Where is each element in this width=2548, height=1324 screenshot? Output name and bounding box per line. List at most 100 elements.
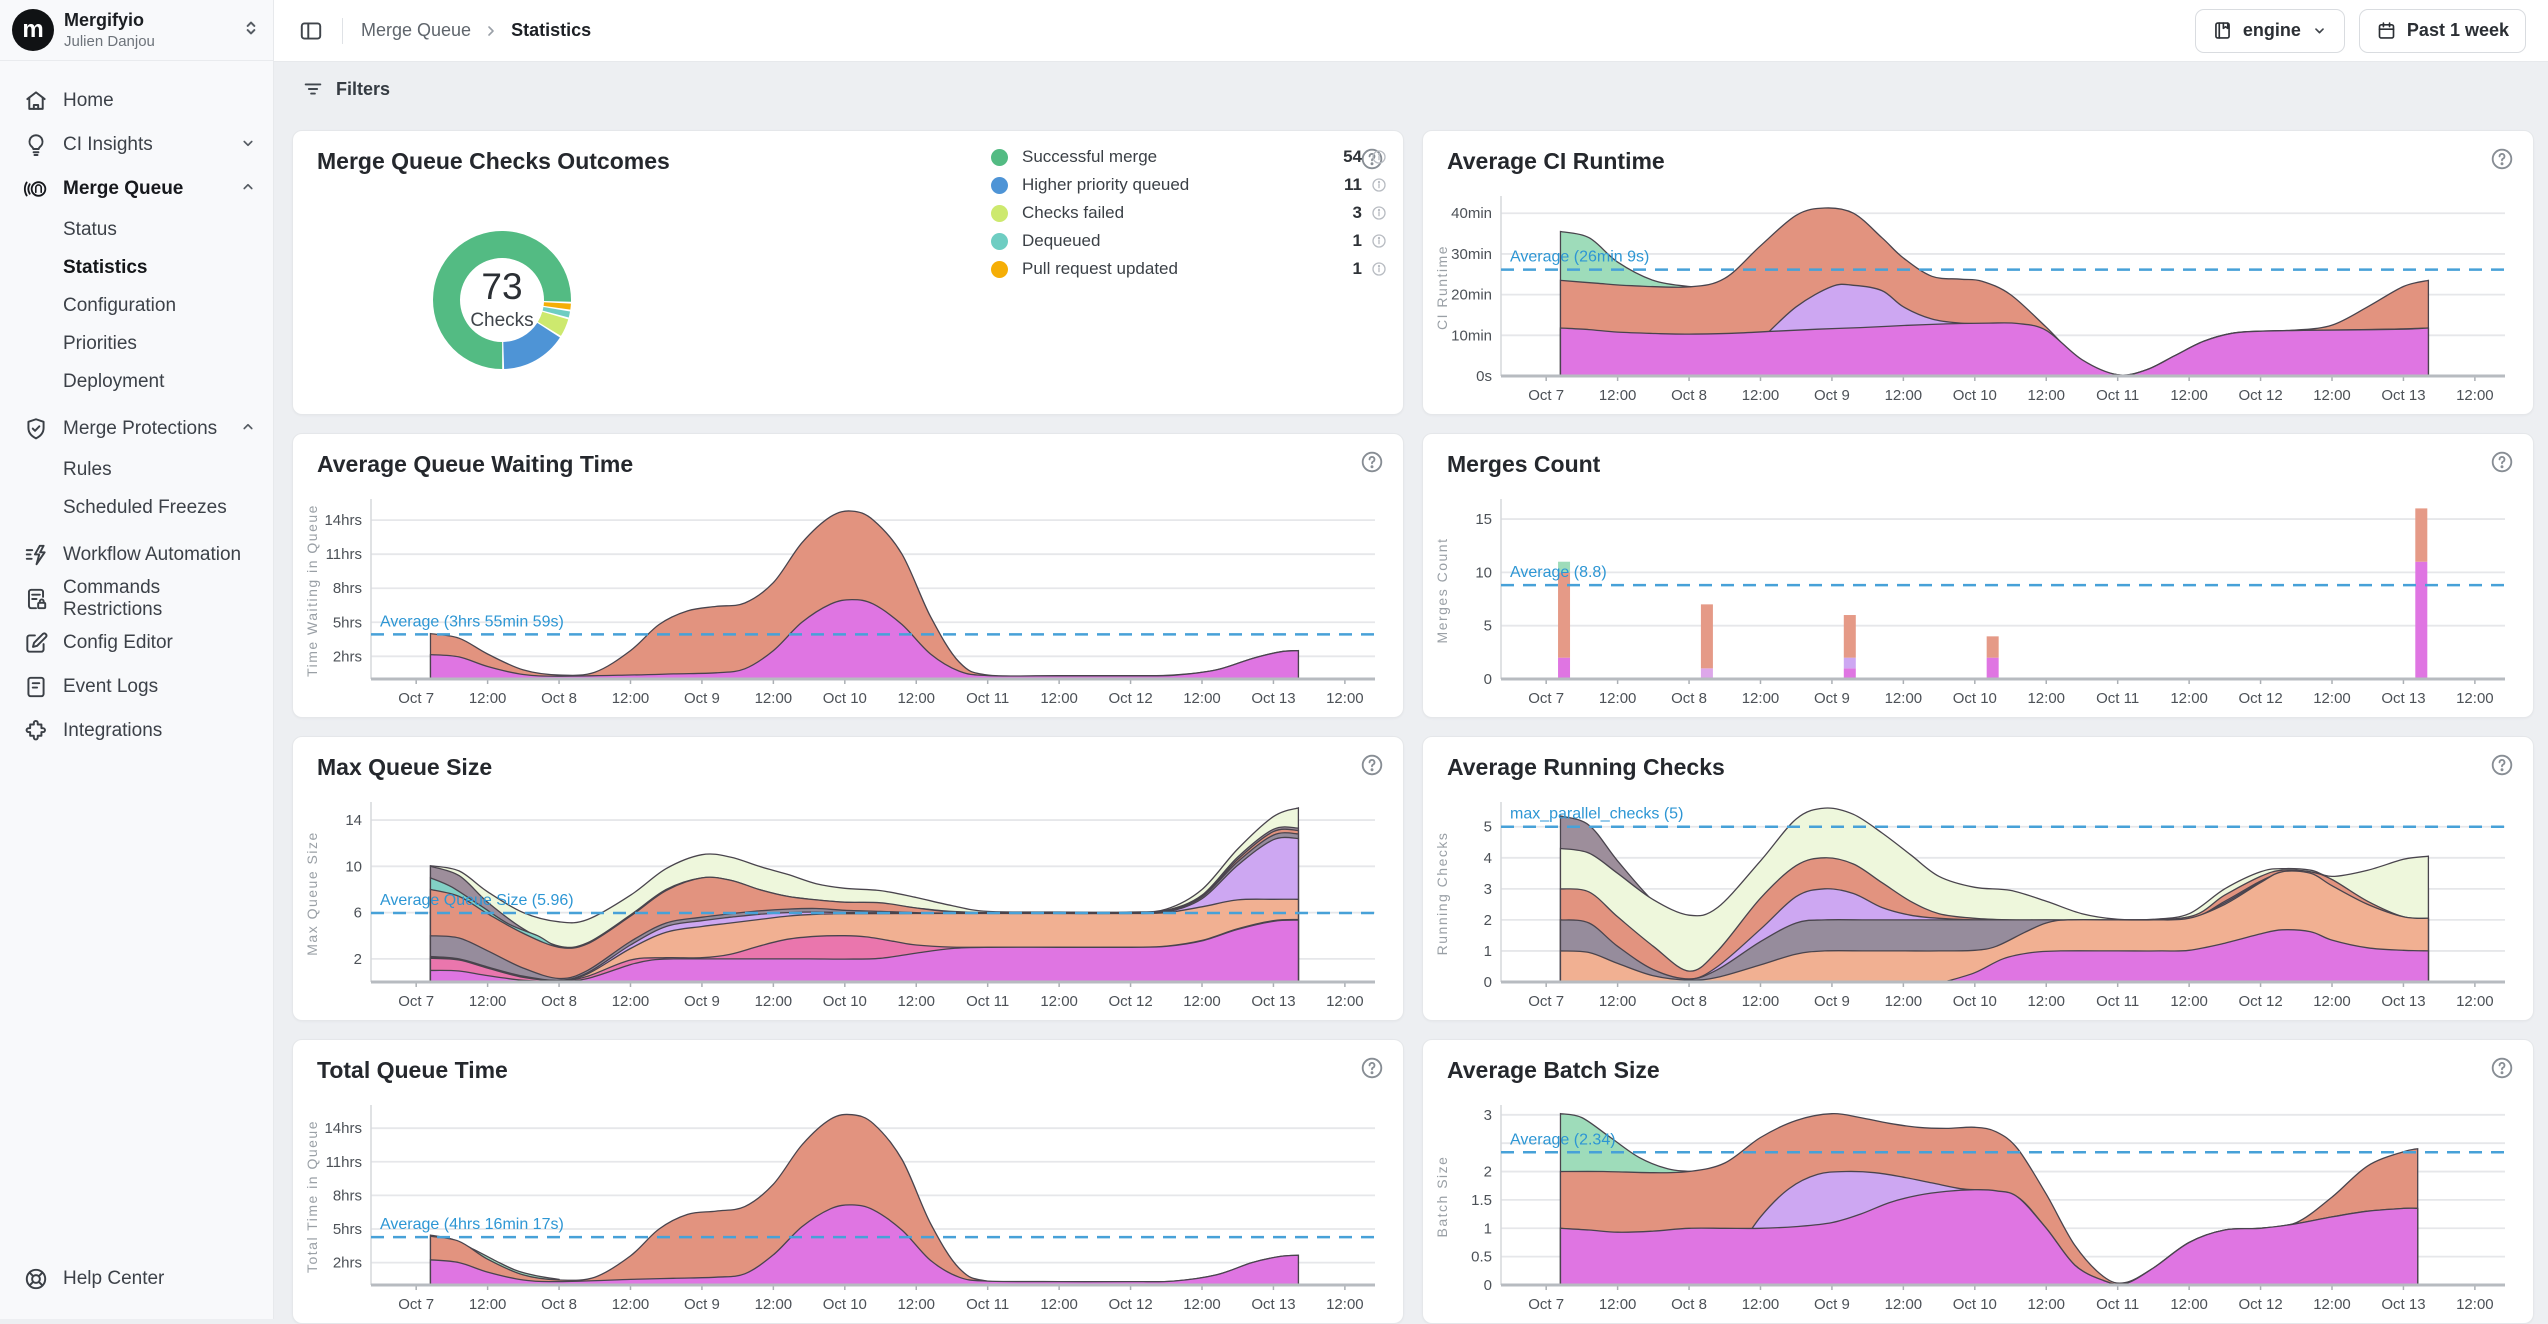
shield-check-icon xyxy=(22,416,49,443)
help-circle-icon[interactable] xyxy=(1359,1055,1385,1081)
svg-text:12:00: 12:00 xyxy=(897,993,935,1010)
legend-value: 1 xyxy=(1353,231,1362,251)
merge-queue-icon xyxy=(22,176,49,203)
svg-text:Oct 12: Oct 12 xyxy=(2238,993,2282,1010)
info-circle-icon[interactable] xyxy=(1371,233,1387,249)
org-user-name: Julien Danjou xyxy=(64,33,241,50)
sidebar-item-label: Event Logs xyxy=(63,676,257,698)
sidebar-subitem-priorities[interactable]: Priorities xyxy=(0,325,273,363)
help-circle-icon[interactable] xyxy=(2489,1055,2515,1081)
sidebar-item-home[interactable]: Home xyxy=(0,79,273,123)
svg-text:12:00: 12:00 xyxy=(1183,1296,1221,1313)
donut-canvas xyxy=(301,187,721,412)
breadcrumb-merge-queue[interactable]: Merge Queue xyxy=(361,20,471,41)
puzzle-icon xyxy=(22,718,49,745)
svg-text:8hrs: 8hrs xyxy=(333,580,362,597)
svg-text:5hrs: 5hrs xyxy=(333,614,362,631)
svg-text:12:00: 12:00 xyxy=(1742,690,1780,707)
sidebar-subitem-statistics[interactable]: Statistics xyxy=(0,249,273,287)
card-title: Max Queue Size xyxy=(317,754,492,781)
svg-text:Oct 12: Oct 12 xyxy=(2238,690,2282,707)
svg-text:Oct 8: Oct 8 xyxy=(541,1296,577,1313)
sidebar-item-config-editor[interactable]: Config Editor xyxy=(0,621,273,665)
svg-text:0: 0 xyxy=(1484,671,1492,688)
filters-bar: Filters xyxy=(274,62,2548,116)
svg-text:10: 10 xyxy=(345,858,362,875)
sidebar-item-merge-protections[interactable]: Merge Protections xyxy=(0,407,273,451)
svg-text:12:00: 12:00 xyxy=(2170,690,2208,707)
svg-text:max_parallel_checks (5): max_parallel_checks (5) xyxy=(1510,806,1683,823)
sidebar-subitem-deployment[interactable]: Deployment xyxy=(0,363,273,401)
top-bar: Merge Queue Statistics engine Past 1 wee… xyxy=(274,0,2548,62)
breadcrumb-statistics: Statistics xyxy=(511,20,591,41)
svg-text:Oct 13: Oct 13 xyxy=(2381,1296,2425,1313)
help-circle-icon[interactable] xyxy=(1359,449,1385,475)
card-title: Merges Count xyxy=(1447,451,1600,478)
help-circle-icon[interactable] xyxy=(2489,752,2515,778)
legend-color-dot xyxy=(991,177,1008,194)
svg-text:12:00: 12:00 xyxy=(755,993,793,1010)
legend-value: 11 xyxy=(1344,175,1362,195)
svg-text:12:00: 12:00 xyxy=(1599,387,1637,404)
svg-text:Average (2.34): Average (2.34) xyxy=(1510,1131,1616,1148)
svg-text:Oct 11: Oct 11 xyxy=(966,690,1009,707)
sidebar-toggle-button[interactable] xyxy=(298,18,324,44)
svg-text:12:00: 12:00 xyxy=(612,1296,650,1313)
sidebar-item-label: Merge Queue xyxy=(63,178,239,200)
help-circle-icon[interactable] xyxy=(2489,449,2515,475)
svg-text:14hrs: 14hrs xyxy=(324,1120,362,1137)
svg-text:Total Time in Queue: Total Time in Queue xyxy=(304,1120,320,1273)
card-title: Total Queue Time xyxy=(317,1057,508,1084)
filters-button[interactable]: Filters xyxy=(302,78,390,100)
info-circle-icon[interactable] xyxy=(1371,149,1387,165)
svg-text:30min: 30min xyxy=(1451,246,1492,263)
svg-text:Oct 7: Oct 7 xyxy=(398,993,434,1010)
repository-selector[interactable]: engine xyxy=(2195,9,2345,53)
sidebar-subitem-scheduled-freezes[interactable]: Scheduled Freezes xyxy=(0,489,273,527)
svg-text:6: 6 xyxy=(354,905,362,922)
help-center-button[interactable]: Help Center xyxy=(0,1257,273,1301)
sidebar-subitem-configuration[interactable]: Configuration xyxy=(0,287,273,325)
sidebar-item-commands-restrictions[interactable]: Commands Restrictions xyxy=(0,577,273,621)
svg-text:Oct 12: Oct 12 xyxy=(2238,1296,2282,1313)
help-circle-icon[interactable] xyxy=(2489,146,2515,172)
help-circle-icon[interactable] xyxy=(1359,752,1385,778)
svg-text:Oct 11: Oct 11 xyxy=(2096,690,2139,707)
svg-text:12:00: 12:00 xyxy=(1183,690,1221,707)
svg-text:Oct 13: Oct 13 xyxy=(2381,690,2425,707)
sidebar-subitem-rules[interactable]: Rules xyxy=(0,451,273,489)
org-avatar: m xyxy=(12,9,54,51)
info-circle-icon[interactable] xyxy=(1371,205,1387,221)
card-title: Average CI Runtime xyxy=(1447,148,1665,175)
repo-selector-label: engine xyxy=(2243,20,2301,41)
svg-text:12:00: 12:00 xyxy=(2456,387,2494,404)
sidebar-item-integrations[interactable]: Integrations xyxy=(0,709,273,753)
svg-text:12:00: 12:00 xyxy=(1040,690,1078,707)
info-circle-icon[interactable] xyxy=(1371,261,1387,277)
sidebar-item-ci-insights[interactable]: CI Insights xyxy=(0,123,273,167)
svg-text:Oct 12: Oct 12 xyxy=(1108,1296,1152,1313)
time-range-button[interactable]: Past 1 week xyxy=(2359,9,2526,53)
svg-text:Oct 8: Oct 8 xyxy=(541,690,577,707)
svg-text:12:00: 12:00 xyxy=(2456,993,2494,1010)
sidebar-item-event-logs[interactable]: Event Logs xyxy=(0,665,273,709)
sidebar-item-label: CI Insights xyxy=(63,134,239,156)
svg-text:Oct 9: Oct 9 xyxy=(1814,993,1850,1010)
sidebar-item-workflow-automation[interactable]: Workflow Automation xyxy=(0,533,273,577)
info-circle-icon[interactable] xyxy=(1371,177,1387,193)
svg-text:Oct 9: Oct 9 xyxy=(684,993,720,1010)
svg-text:12:00: 12:00 xyxy=(2027,993,2065,1010)
org-switcher[interactable]: m Mergifyio Julien Danjou xyxy=(0,0,273,61)
sidebar-subitem-status[interactable]: Status xyxy=(0,211,273,249)
svg-text:4: 4 xyxy=(1484,850,1492,867)
svg-text:2hrs: 2hrs xyxy=(333,1255,362,1272)
svg-text:12:00: 12:00 xyxy=(1885,387,1923,404)
svg-text:Oct 7: Oct 7 xyxy=(398,690,434,707)
sidebar-item-merge-queue[interactable]: Merge Queue xyxy=(0,167,273,211)
svg-text:Max Queue Size: Max Queue Size xyxy=(304,831,320,956)
